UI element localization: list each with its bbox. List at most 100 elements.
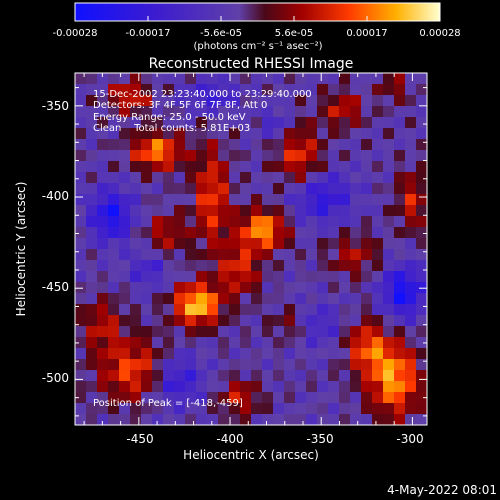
heatmap-cell [251,161,263,173]
heatmap-cell [273,106,285,118]
heatmap-cell [328,73,340,85]
heatmap-cell [405,370,417,382]
heatmap-cell [174,216,186,228]
heatmap-cell [295,117,307,129]
heatmap-cell [273,392,285,404]
heatmap-cell [383,183,395,195]
heatmap-cell [108,392,120,404]
heatmap-cell [383,216,395,228]
heatmap-cell [306,293,318,305]
heatmap-cell [75,315,87,327]
colorbar-ticks [74,16,441,21]
heatmap-cell [229,73,241,85]
heatmap-cell [328,392,340,404]
heatmap-cell [350,370,362,382]
heatmap-cell [141,172,153,184]
heatmap-cell [317,95,329,107]
heatmap-cell [130,403,142,415]
heatmap-cell [372,194,384,206]
heatmap-cell [207,117,219,129]
heatmap-cell [361,337,373,349]
heatmap-cell [416,73,427,85]
heatmap-cell [163,370,175,382]
heatmap-cell [97,293,109,305]
heatmap-cell [372,337,384,349]
heatmap-cell [394,117,406,129]
heatmap-cell [86,315,98,327]
heatmap-cell [339,271,351,283]
heatmap-cell [229,403,241,415]
heatmap-cell [383,282,395,294]
y-axis-label: Heliocentric Y (arcsec) [14,182,28,317]
heatmap-cell [185,84,197,96]
heatmap-cell [383,304,395,316]
heatmap-cell [295,392,307,404]
heatmap-cell [262,304,274,316]
heatmap-cell [317,260,329,272]
heatmap-cell [394,150,406,162]
heatmap-cell [163,106,175,118]
heatmap-cell [295,293,307,305]
heatmap-cell [163,326,175,338]
heatmap-cell [218,172,230,184]
heatmap-cell [383,161,395,173]
heatmap-cell [218,150,230,162]
heatmap-cell [163,304,175,316]
heatmap-cell [361,172,373,184]
heatmap-cell [174,249,186,261]
heatmap-cell [262,315,274,327]
heatmap-cell [284,216,296,228]
heatmap-cell [394,227,406,239]
heatmap-cell [185,337,197,349]
heatmap-cell [141,337,153,349]
heatmap-cell [207,205,219,217]
heatmap-cell [339,172,351,184]
heatmap-cell [229,183,241,195]
heatmap-cell [361,304,373,316]
heatmap-cell [284,403,296,415]
heatmap-cell [119,216,131,228]
heatmap-cell [361,128,373,140]
heatmap-cell [273,172,285,184]
heatmap-cell [152,161,164,173]
heatmap-cell [284,238,296,250]
heatmap-cell [240,161,252,173]
heatmap-cell [295,106,307,118]
heatmap-cell [273,216,285,228]
heatmap-cell [251,216,263,228]
heatmap-cell [361,392,373,404]
heatmap-cell [273,227,285,239]
heatmap-cell [317,84,329,96]
heatmap-cell [229,304,241,316]
detectors-annotation: Detectors: 3F 4F 5F 6F 7F 8F, Att 0 [93,100,267,111]
heatmap-cell [185,315,197,327]
heatmap-cell [251,73,263,85]
heatmap-cell [86,304,98,316]
heatmap-cell [207,326,219,338]
heatmap-cell [119,326,131,338]
heatmap-cell [383,315,395,327]
heatmap-cell [328,128,340,140]
heatmap-cell [372,128,384,140]
heatmap-cell [284,370,296,382]
heatmap-cell [185,150,197,162]
heatmap-cell [174,227,186,239]
heatmap-cell [383,260,395,272]
heatmap-cell [416,293,427,305]
heatmap-cell [108,348,120,360]
heatmap-cell [251,95,263,107]
heatmap-cell [185,304,197,316]
heatmap-cell [229,370,241,382]
heatmap-cell [328,227,340,239]
heatmap-cell [75,139,87,151]
heatmap-cell [152,337,164,349]
heatmap-cell [416,95,427,107]
heatmap-cell [394,403,406,415]
heatmap-cell [163,227,175,239]
heatmap-cell [163,337,175,349]
colorbar-unit-label: (photons cm⁻² s⁻¹ asec⁻²) [193,41,322,52]
heatmap-cell [174,337,186,349]
heatmap-cell [295,249,307,261]
heatmap-cell [372,106,384,118]
heatmap-cell [416,172,427,184]
